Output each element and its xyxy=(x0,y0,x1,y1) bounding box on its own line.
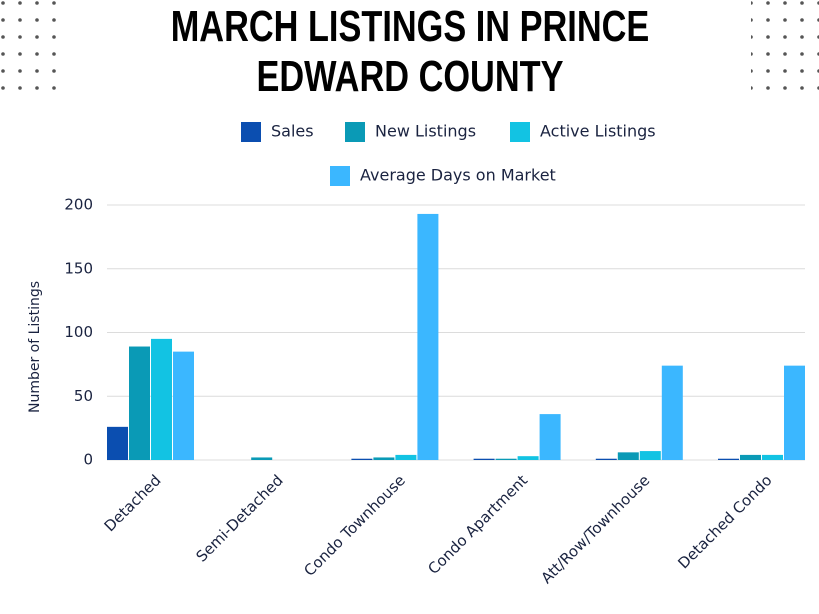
bar xyxy=(617,452,639,460)
bar xyxy=(173,351,194,460)
y-tick-label: 150 xyxy=(64,259,93,277)
bar xyxy=(129,346,150,460)
chart-title: MARCH LISTINGS IN PRINCE EDWARD COUNTY xyxy=(170,2,650,101)
bar xyxy=(740,454,761,460)
y-tick-label: 50 xyxy=(74,387,93,405)
x-tick-label: Condo Apartment xyxy=(424,471,531,578)
legend-swatch xyxy=(241,122,261,142)
y-tick-label: 100 xyxy=(64,323,93,341)
legend-swatch xyxy=(330,166,350,186)
legend-label: Average Days on Market xyxy=(360,166,556,185)
bar xyxy=(517,456,539,460)
x-tick-label: Detached Condo xyxy=(674,471,775,572)
y-tick-label: 200 xyxy=(64,196,93,214)
bar xyxy=(351,458,373,460)
bar xyxy=(639,451,661,460)
x-tick-label: Semi-Detached xyxy=(192,471,286,565)
bar xyxy=(395,454,417,460)
x-tick-label: Att/Row/Townhouse xyxy=(537,471,653,587)
x-tick-label: Condo Townhouse xyxy=(300,471,408,579)
bar xyxy=(762,454,783,460)
legend-label: Sales xyxy=(271,122,314,141)
bar xyxy=(151,338,172,460)
legend-swatch xyxy=(345,122,365,142)
decoration xyxy=(0,0,68,102)
bar xyxy=(473,458,495,460)
legend-label: Active Listings xyxy=(540,122,656,141)
bar xyxy=(373,457,395,460)
bar xyxy=(718,458,739,460)
legend-label: New Listings xyxy=(375,122,476,141)
x-tick-label: Detached xyxy=(101,471,165,535)
y-tick-label: 0 xyxy=(83,451,93,469)
bar xyxy=(539,414,561,460)
bar xyxy=(417,213,439,460)
bar xyxy=(661,365,683,460)
decoration xyxy=(751,0,819,102)
bar xyxy=(107,426,128,460)
bar xyxy=(784,365,805,460)
bar xyxy=(251,457,273,460)
bar xyxy=(495,458,517,460)
legend-swatch xyxy=(510,122,530,142)
y-axis-label: Number of Listings xyxy=(27,281,43,413)
bar xyxy=(595,458,617,460)
